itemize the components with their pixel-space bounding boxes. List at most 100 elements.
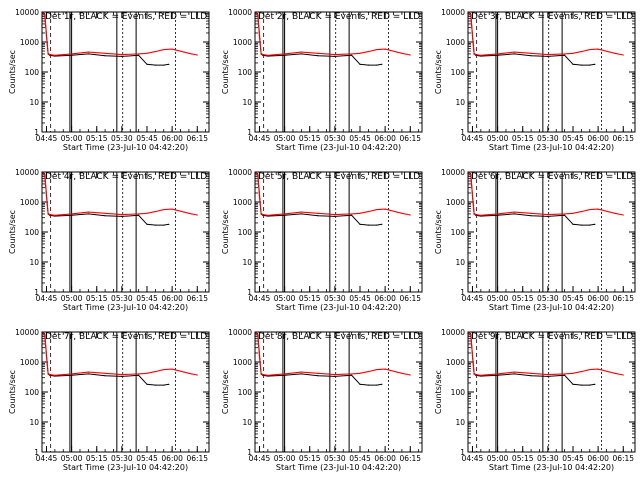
data-point-lld (42, 332, 44, 334)
x-tick-label: 05:45 (349, 134, 371, 143)
data-point-lld (42, 12, 44, 14)
x-tick-label: 06:00 (374, 134, 396, 143)
x-axis-label: Start Time (23-Jul-10 04:42:20) (63, 463, 188, 472)
x-axis-label: Start Time (23-Jul-10 04:42:20) (489, 303, 614, 312)
panel-title: Det 3r, BLACK = Events, RED = LLD (471, 12, 633, 22)
y-axis-label: Counts/sec (434, 370, 443, 414)
data-point-events (564, 214, 566, 216)
x-axis-label: Start Time (23-Jul-10 04:42:20) (276, 143, 401, 152)
x-tick-label: 05:00 (487, 294, 509, 303)
x-tick-label: 06:15 (399, 454, 421, 463)
y-tick-label: 1000 (233, 198, 252, 207)
data-point-lld (300, 371, 302, 373)
x-tick-label: 04:45 (462, 454, 484, 463)
data-point-events (547, 375, 549, 378)
x-tick-label: 05:45 (562, 294, 584, 303)
data-point-lld (580, 50, 582, 53)
x-tick-label: 05:30 (111, 294, 133, 303)
y-tick-label: 10 (242, 418, 252, 427)
data-point-lld (121, 54, 123, 56)
data-point-events (376, 384, 378, 386)
data-point-lld (473, 212, 475, 214)
data-point-lld (614, 52, 616, 54)
data-point-lld (71, 373, 73, 375)
y-tick-label: 1 (460, 288, 465, 297)
y-tick-label: 10 (29, 418, 39, 427)
data-point-lld (188, 212, 190, 214)
data-point-lld (71, 213, 73, 215)
data-point-events (589, 384, 591, 386)
data-point-events (381, 383, 383, 385)
data-point-events (351, 374, 353, 376)
chart-panel-5: 1 10 100 1000 10000 04:45 05:00 05:15 05:30 05:45… (221, 168, 423, 312)
x-tick-label: 05:00 (274, 454, 296, 463)
data-point-lld (359, 52, 361, 54)
x-tick-label: 05:30 (537, 454, 559, 463)
y-tick-label: 10000 (441, 168, 465, 177)
data-point-events (71, 374, 73, 376)
data-point-lld (163, 48, 165, 51)
data-point-events (168, 63, 170, 65)
x-tick-label: 06:00 (587, 454, 609, 463)
data-point-lld (121, 214, 123, 216)
x-tick-label: 05:30 (324, 454, 346, 463)
data-point-lld (597, 368, 599, 370)
data-point-lld (260, 212, 262, 214)
data-point-events (146, 383, 148, 385)
x-tick-label: 06:00 (587, 134, 609, 143)
data-point-events (351, 214, 353, 216)
x-tick-label: 05:00 (61, 134, 83, 143)
y-tick-label: 1000 (233, 358, 252, 367)
data-point-lld (351, 53, 353, 55)
y-axis-label: Counts/sec (221, 370, 230, 414)
data-point-lld (384, 48, 386, 50)
data-point-lld (44, 174, 46, 176)
x-tick-label: 06:00 (374, 294, 396, 303)
data-point-lld (44, 14, 46, 16)
data-point-events (71, 214, 73, 216)
data-point-lld (138, 213, 140, 215)
data-point-lld (188, 372, 190, 374)
data-point-lld (257, 174, 259, 176)
data-point-events (530, 215, 532, 217)
y-tick-label: 10 (242, 98, 252, 107)
data-point-events (580, 384, 582, 386)
plot-frame (41, 11, 210, 133)
x-tick-label: 05:15 (512, 454, 534, 463)
data-point-lld (334, 214, 336, 216)
x-tick-label: 05:00 (274, 294, 296, 303)
data-point-lld (317, 372, 319, 374)
y-tick-label: 10 (455, 98, 465, 107)
x-tick-label: 06:15 (612, 134, 634, 143)
data-point-events (530, 55, 532, 57)
x-tick-label: 04:45 (462, 134, 484, 143)
data-point-events (376, 224, 378, 226)
data-point-events (163, 64, 165, 66)
y-tick-label: 1 (460, 128, 465, 137)
data-point-events (317, 375, 319, 377)
data-point-events (547, 215, 549, 218)
x-tick-label: 04:45 (36, 294, 58, 303)
data-point-events (513, 213, 515, 215)
chart-panel-6: 1 10 100 1000 10000 04:45 05:00 05:15 05:30 05:45… (434, 168, 636, 312)
y-tick-label: 10000 (228, 328, 252, 337)
x-axis-label: Start Time (23-Jul-10 04:42:20) (276, 463, 401, 472)
data-point-events (168, 223, 170, 225)
data-point-lld (300, 211, 302, 213)
data-point-lld (334, 374, 336, 376)
data-point-events (300, 373, 302, 375)
x-tick-label: 05:45 (349, 294, 371, 303)
data-point-lld (146, 372, 148, 374)
x-tick-label: 06:15 (399, 294, 421, 303)
data-point-lld (468, 172, 470, 174)
x-tick-label: 05:30 (111, 134, 133, 143)
data-point-lld (255, 12, 257, 14)
y-tick-label: 1000 (20, 198, 39, 207)
x-tick-label: 06:15 (186, 134, 208, 143)
data-point-lld (475, 214, 477, 216)
data-point-lld (257, 14, 259, 16)
y-tick-label: 1000 (446, 198, 465, 207)
x-tick-label: 05:15 (512, 134, 534, 143)
y-tick-label: 100 (238, 68, 253, 77)
x-tick-label: 06:15 (612, 454, 634, 463)
